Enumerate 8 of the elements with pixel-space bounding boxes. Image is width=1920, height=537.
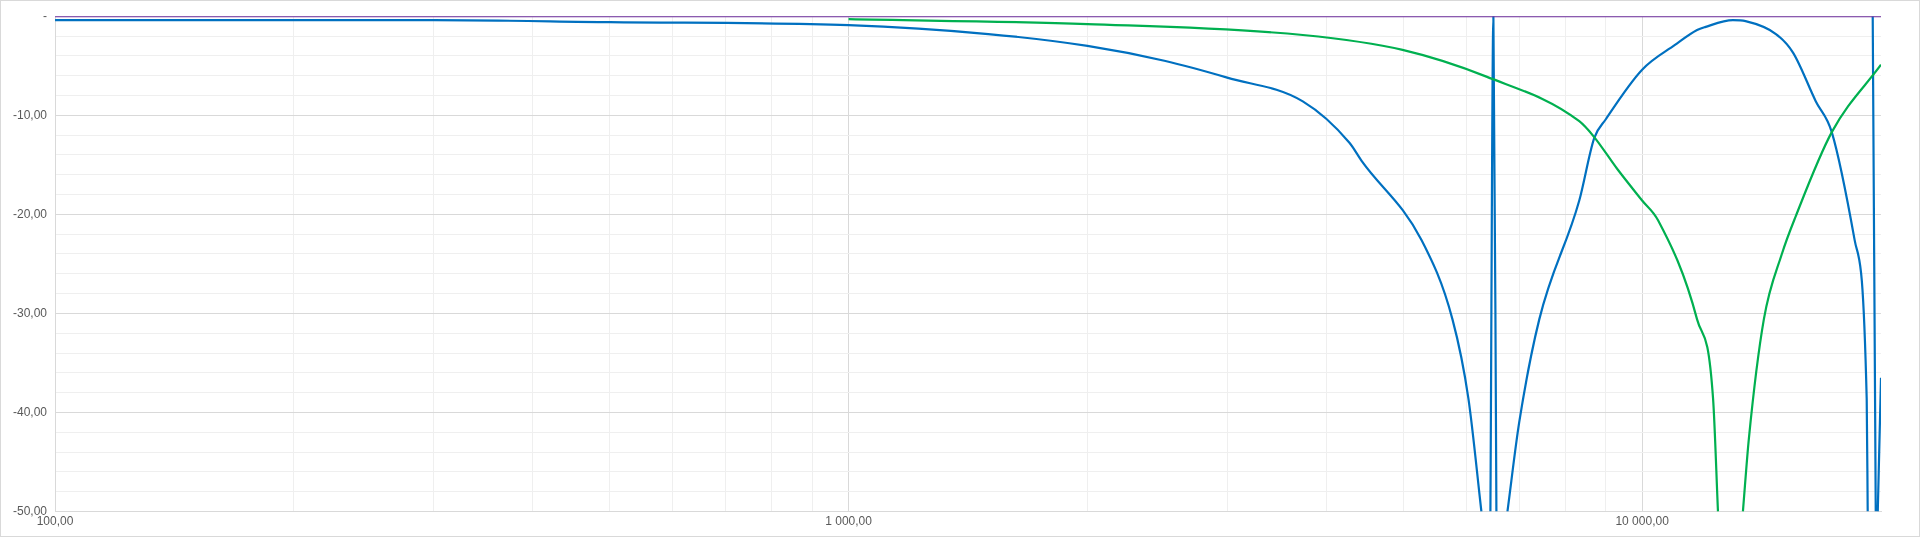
x-tick-label: 100,00: [36, 514, 74, 529]
x-tick-label: 1 000,00: [825, 514, 873, 529]
y-tick-label: -10,00: [12, 107, 48, 122]
x-tick-label: 10 000,00: [1615, 514, 1670, 529]
y-tick-label: -40,00: [12, 404, 48, 419]
y-tick-label: -: [43, 8, 48, 23]
y-tick-label: -20,00: [12, 206, 48, 221]
y-tick-label: -30,00: [12, 305, 48, 320]
